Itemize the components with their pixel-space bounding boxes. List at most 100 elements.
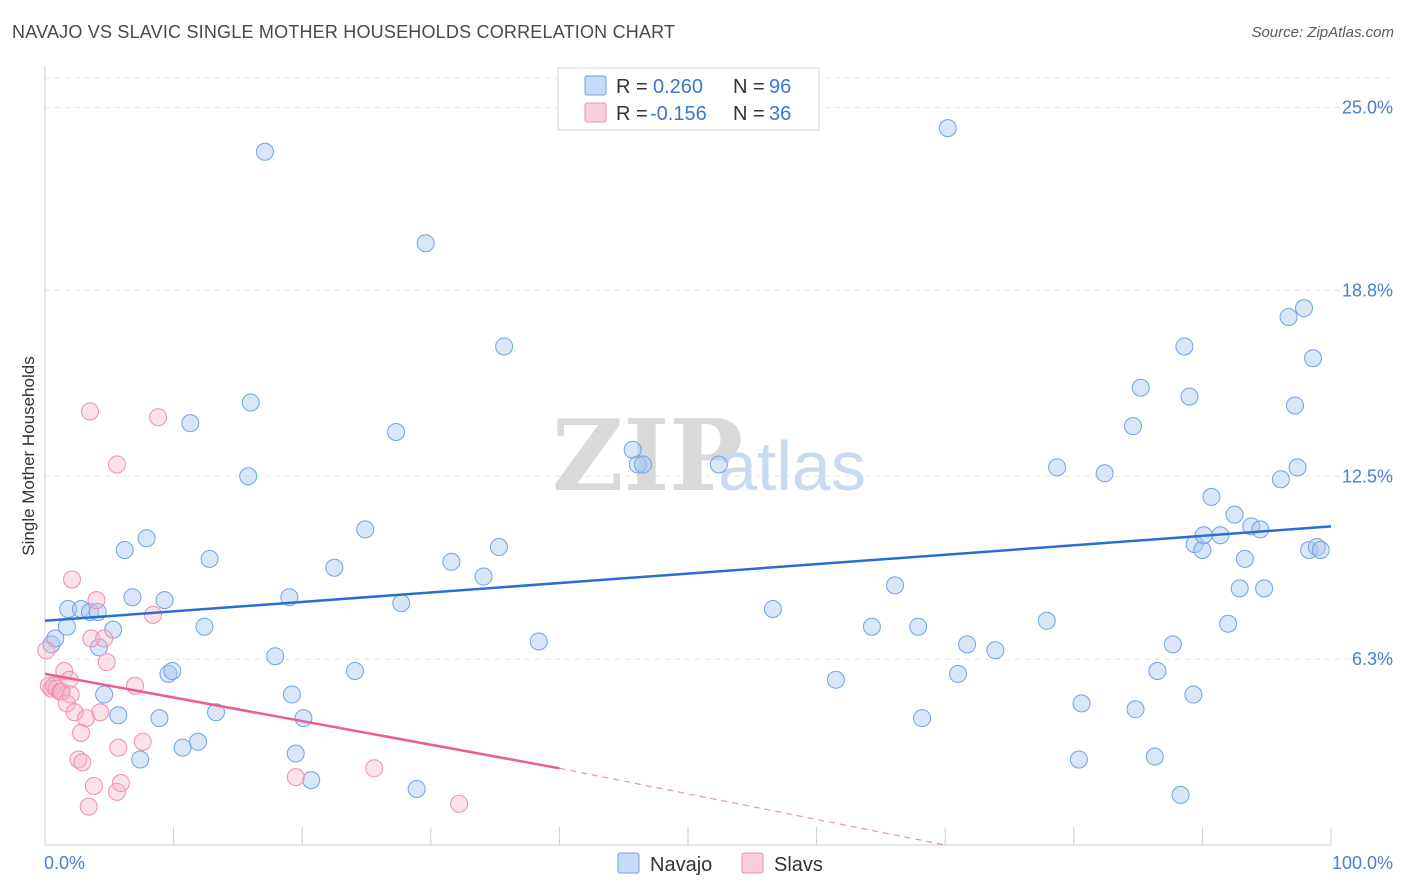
legend-n-label-navajo: N =	[733, 76, 765, 98]
navajo-point	[1202, 487, 1221, 506]
navajo-point	[137, 529, 156, 548]
navajo-point	[407, 779, 426, 798]
navajo-point	[392, 594, 411, 613]
slavs-point	[91, 703, 110, 722]
navajo-point	[387, 423, 406, 441]
navajo-point	[1294, 299, 1313, 318]
x-tick-label-max: 100.0%	[1332, 853, 1393, 873]
navajo-point	[1230, 579, 1249, 598]
navajo-point	[189, 732, 208, 751]
bottom-legend-label-slavs: Slavs	[774, 854, 823, 876]
legend-swatch-slavs	[584, 102, 607, 123]
navajo-point	[1225, 505, 1244, 524]
navajo-point	[1148, 661, 1167, 680]
navajo-point	[495, 337, 514, 356]
navajo-point	[1069, 750, 1088, 769]
navajo-point	[1037, 611, 1056, 630]
y-tick-label: 12.5%	[1342, 466, 1393, 486]
navajo-point	[255, 142, 274, 161]
navajo-point	[1072, 694, 1091, 713]
slavs-point	[65, 703, 84, 722]
bottom-legend-swatch-slavs	[741, 852, 764, 874]
legend-r-label-slavs: R =	[616, 103, 648, 125]
slavs-point	[81, 402, 100, 421]
navajo-point	[1126, 700, 1145, 719]
navajo-point	[826, 670, 845, 689]
navajo-point	[131, 750, 150, 769]
navajo-point	[1279, 307, 1298, 326]
navajo-point	[628, 455, 647, 474]
legend-r-value-slavs: -0.156	[650, 103, 707, 125]
navajo-point	[1180, 387, 1199, 406]
navajo-point	[155, 591, 174, 610]
source-label: Source: ZipAtlas.com	[1251, 24, 1394, 41]
y-tick-label: 25.0%	[1342, 98, 1393, 118]
slavs-point	[87, 591, 106, 610]
slavs-point	[108, 782, 127, 801]
navajo-point	[181, 414, 200, 433]
y-tick-label: 6.3%	[1352, 649, 1393, 669]
navajo-point	[1145, 747, 1164, 766]
slavs-point	[450, 794, 469, 813]
navajo-point	[163, 661, 182, 680]
navajo-point	[1288, 458, 1307, 477]
navajo-point	[763, 600, 782, 618]
watermark: ZIP atlas	[552, 399, 866, 514]
navajo-point	[345, 661, 364, 680]
navajo-point	[1271, 470, 1290, 489]
x-tick-labels: 0.0% 100.0%	[44, 853, 1393, 873]
trend-lines	[44, 525, 1332, 846]
slavs-point	[84, 777, 103, 795]
navajo-point	[1095, 464, 1114, 483]
navajo-point	[416, 234, 435, 253]
slavs-point	[286, 768, 305, 787]
navajo-point	[913, 709, 932, 728]
navajo-point	[266, 647, 285, 666]
navajo-point	[949, 664, 968, 683]
axes	[44, 66, 1332, 846]
navajo-point	[207, 703, 226, 722]
navajo-point	[986, 641, 1005, 660]
slavs-point	[79, 797, 98, 816]
slavs-point	[111, 774, 130, 793]
navajo-point	[109, 706, 128, 725]
navajo-point	[1175, 337, 1194, 356]
navajo-point	[1163, 635, 1182, 654]
slavs-point	[365, 759, 384, 778]
series-legend: Navajo Slavs	[617, 852, 823, 876]
navajo-point	[1251, 520, 1270, 539]
navajo-point	[1171, 785, 1190, 804]
slavs-point	[109, 738, 128, 757]
navajo-point	[1285, 396, 1304, 415]
slavs-point	[37, 641, 56, 660]
slavs-point	[133, 732, 152, 751]
navajo-point	[59, 600, 78, 618]
navajo-point	[1255, 579, 1274, 598]
navajo-point	[1303, 349, 1322, 368]
slavs-point	[73, 753, 92, 772]
navajo-point	[200, 549, 219, 568]
chart-title: NAVAJO VS SLAVIC SINGLE MOTHER HOUSEHOLD…	[12, 22, 676, 42]
navajo-point	[325, 558, 344, 577]
navajo-point	[938, 119, 957, 138]
correlation-legend: R = 0.260 N = 96 R = -0.156 N = 36	[557, 67, 820, 131]
navajo-point	[1193, 541, 1212, 559]
navajo-point	[173, 738, 192, 757]
navajo-point	[286, 744, 305, 763]
navajo-point	[474, 567, 493, 586]
legend-swatch-navajo	[584, 75, 607, 96]
navajo-point	[1219, 614, 1238, 633]
navajo-point	[709, 455, 728, 474]
navajo-point	[239, 467, 258, 486]
navajo-trend-line	[44, 525, 1332, 623]
navajo-point	[115, 541, 134, 559]
slavs-point	[108, 455, 127, 474]
navajo-point	[489, 538, 508, 557]
legend-n-label-slavs: N =	[733, 103, 765, 125]
navajo-point	[862, 617, 881, 636]
navajo-point	[123, 588, 142, 607]
slavs-point	[82, 629, 101, 648]
navajo-point	[95, 685, 114, 704]
navajo-point	[150, 709, 169, 728]
